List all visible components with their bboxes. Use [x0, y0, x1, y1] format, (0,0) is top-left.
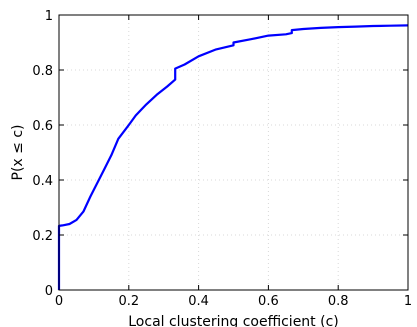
x-tick-label: 1 — [404, 294, 412, 309]
plot-frame — [58, 14, 409, 291]
y-tick-label: 0.8 — [32, 64, 53, 79]
y-axis-label: P(x ≤ c) — [10, 125, 26, 181]
y-tick-label: 0.6 — [32, 119, 53, 134]
x-tick-label: 0.6 — [258, 294, 279, 309]
y-tick-label: 0 — [45, 284, 53, 299]
x-axis-label: Local clustering coefficient (c) — [128, 314, 339, 327]
x-tick-label: 0.2 — [118, 294, 139, 309]
x-tick-label: 0.4 — [188, 294, 209, 309]
axis-ticks: 0 0.2 0.4 0.6 0.8 1 0 0.2 0.4 0.6 0.8 1 — [32, 9, 412, 309]
y-tick-label: 0.2 — [32, 229, 53, 244]
y-tick-label: 0.4 — [32, 174, 53, 189]
x-tick-label: 0.8 — [328, 294, 349, 309]
series-layer — [57, 24, 409, 290]
x-tick-label: 0 — [55, 294, 63, 309]
y-tick-label: 1 — [45, 9, 53, 24]
cdf-series-line — [57, 24, 409, 290]
